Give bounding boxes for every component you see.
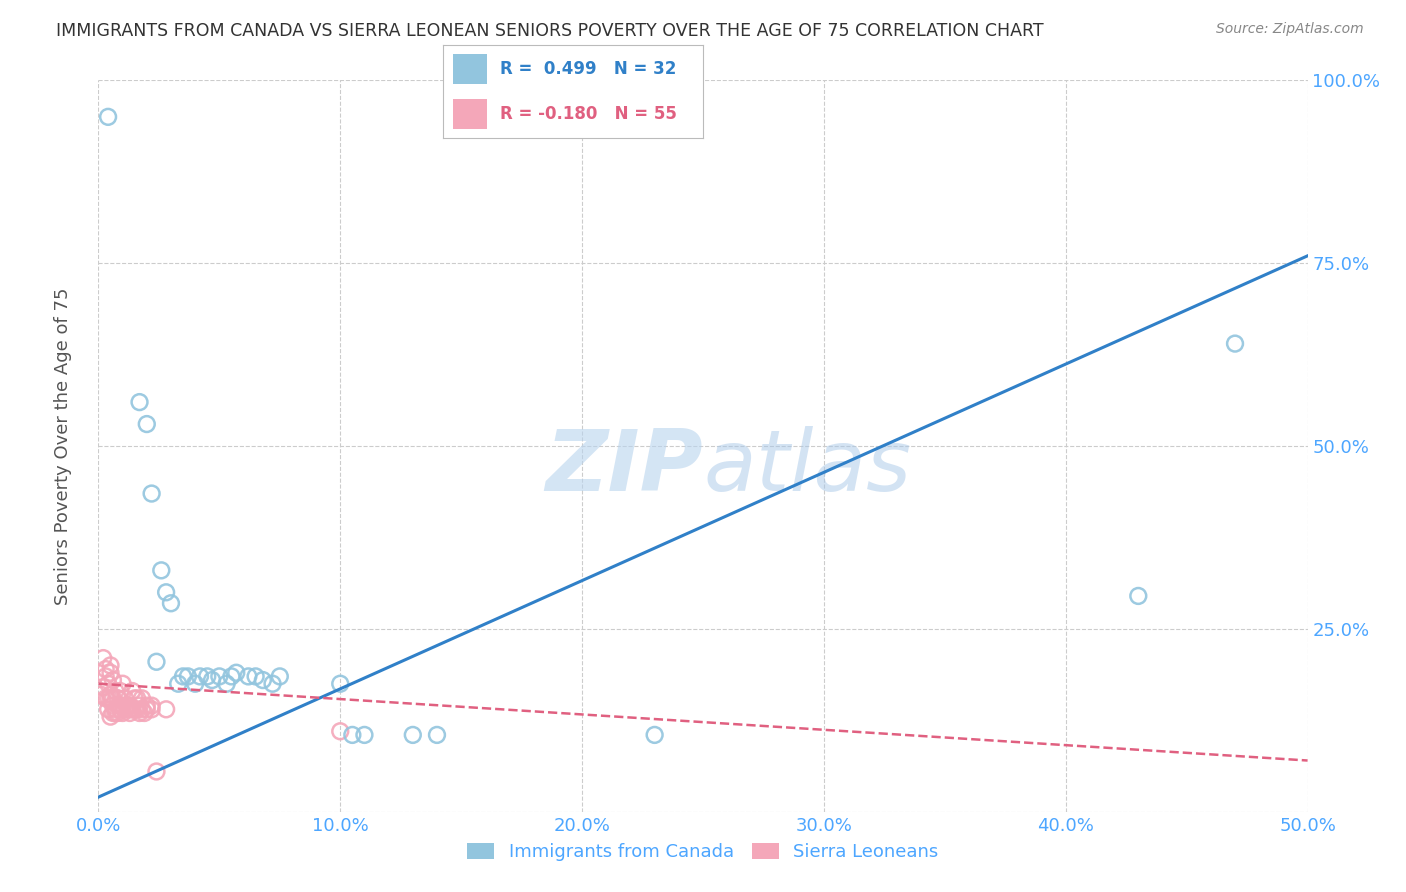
Point (117, 702, 139, 716)
Point (104, 702, 127, 716)
Point (127, 691, 149, 706)
Point (208, 669, 231, 683)
Point (195, 669, 218, 683)
Point (402, 728, 425, 742)
Point (90, 688, 112, 702)
Point (644, 728, 666, 742)
Point (121, 702, 143, 716)
Point (141, 486, 163, 500)
Point (94, 691, 117, 706)
Point (100, 688, 122, 702)
Text: R =  0.499   N = 32: R = 0.499 N = 32 (501, 60, 676, 78)
Point (141, 698, 163, 713)
Point (1223, 336, 1246, 351)
Point (111, 698, 134, 713)
Point (97, 676, 120, 690)
Point (118, 698, 141, 713)
Point (269, 669, 291, 683)
Text: Source: ZipAtlas.com: Source: ZipAtlas.com (1216, 22, 1364, 37)
Point (201, 673, 224, 687)
Point (172, 669, 194, 683)
Point (1128, 589, 1150, 603)
Point (108, 698, 131, 713)
Point (107, 706, 129, 720)
Point (94, 662, 117, 676)
Point (91, 681, 114, 695)
Point (329, 676, 352, 690)
Point (117, 698, 139, 713)
Point (107, 698, 129, 713)
Point (252, 673, 274, 687)
Text: Seniors Poverty Over the Age of 75: Seniors Poverty Over the Age of 75 (55, 287, 72, 605)
Point (128, 395, 150, 409)
Point (104, 706, 127, 720)
Text: R = -0.180   N = 55: R = -0.180 N = 55 (501, 105, 678, 123)
Point (184, 676, 207, 690)
Point (426, 728, 449, 742)
Point (118, 702, 141, 716)
Point (97, 110, 120, 124)
Point (215, 676, 238, 690)
Point (118, 706, 141, 720)
Point (245, 669, 267, 683)
Point (100, 658, 122, 673)
Point (101, 698, 124, 713)
Point (150, 563, 173, 577)
Point (353, 728, 375, 742)
Text: IMMIGRANTS FROM CANADA VS SIERRA LEONEAN SENIORS POVERTY OVER THE AGE OF 75 CORR: IMMIGRANTS FROM CANADA VS SIERRA LEONEAN… (56, 22, 1043, 40)
Point (155, 585, 177, 599)
Point (155, 702, 177, 716)
Point (128, 706, 150, 720)
Point (145, 655, 167, 669)
Point (141, 702, 163, 716)
Legend: Immigrants from Canada, Sierra Leoneans: Immigrants from Canada, Sierra Leoneans (460, 836, 946, 869)
Bar (453, 99, 486, 129)
Point (91, 651, 114, 665)
Point (111, 706, 134, 720)
Point (108, 684, 131, 698)
Point (101, 706, 124, 720)
Point (225, 665, 247, 680)
Point (135, 698, 157, 713)
Point (101, 673, 124, 687)
Point (124, 691, 146, 706)
Point (111, 676, 134, 690)
Point (100, 691, 122, 706)
Text: ZIP: ZIP (546, 426, 703, 509)
Point (100, 709, 122, 723)
Point (114, 702, 136, 716)
Point (134, 706, 156, 720)
Point (114, 691, 136, 706)
Point (107, 691, 129, 706)
Point (177, 669, 200, 683)
Point (145, 764, 167, 779)
Point (108, 702, 131, 716)
Point (101, 691, 124, 706)
Point (100, 665, 122, 680)
Point (342, 728, 364, 742)
Point (127, 702, 149, 716)
Point (94, 669, 117, 683)
Point (160, 596, 183, 610)
Bar (453, 54, 486, 84)
Point (128, 698, 150, 713)
Text: atlas: atlas (703, 426, 911, 509)
Point (167, 676, 190, 690)
Point (188, 669, 211, 683)
Point (97, 702, 120, 716)
Point (238, 669, 260, 683)
Point (131, 691, 153, 706)
Point (104, 684, 127, 698)
Point (124, 702, 146, 716)
Point (131, 702, 153, 716)
Point (135, 702, 157, 716)
Point (135, 417, 157, 431)
Point (262, 676, 284, 690)
Point (329, 724, 352, 739)
Point (97, 691, 120, 706)
Point (221, 669, 243, 683)
Point (121, 684, 143, 698)
